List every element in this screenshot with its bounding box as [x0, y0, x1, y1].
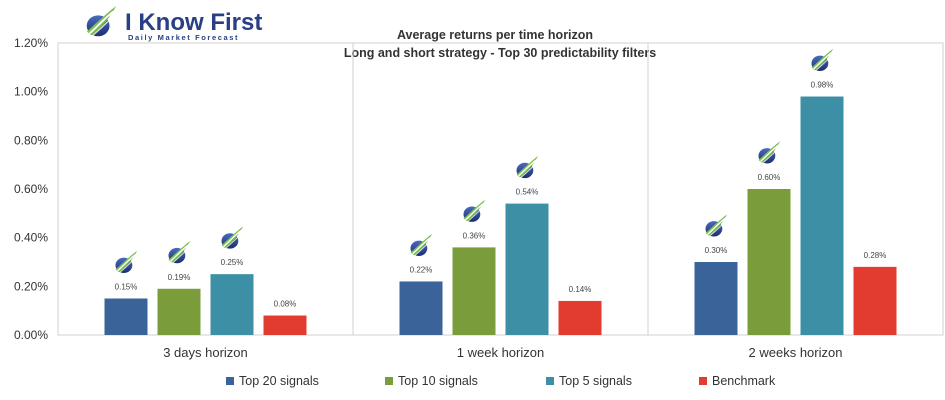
legend-item: Top 20 signals	[226, 374, 319, 388]
legend-swatch	[699, 377, 707, 385]
bar	[104, 298, 148, 335]
legend-label: Benchmark	[712, 374, 776, 388]
x-category-label: 2 weeks horizon	[749, 345, 843, 360]
bar	[210, 274, 254, 335]
x-category-label: 1 week horizon	[457, 345, 544, 360]
data-label: 0.25%	[221, 258, 244, 267]
bar	[399, 281, 443, 335]
bar-logo-icon	[409, 232, 433, 257]
bar	[263, 315, 307, 335]
chart-subtitle: Long and short strategy - Top 30 predict…	[344, 46, 656, 60]
legend-label: Top 5 signals	[559, 374, 632, 388]
legend-swatch	[546, 377, 554, 385]
bar-logo-icon	[757, 140, 781, 165]
legend-swatch	[385, 377, 393, 385]
data-label: 0.14%	[569, 285, 592, 294]
bar-logo-icon	[462, 198, 486, 223]
grid	[57, 42, 944, 336]
legend-label: Top 10 signals	[398, 374, 478, 388]
y-tick-label: 0.60%	[14, 182, 48, 196]
y-tick-label: 0.80%	[14, 133, 48, 147]
data-label: 0.36%	[463, 231, 486, 240]
data-labels: 0.15% 0.19% 0.25% 0.08% 0.22% 0.36% 0.54% 0.14%…	[115, 81, 887, 309]
bar	[694, 262, 738, 335]
x-category-label: 3 days horizon	[163, 345, 248, 360]
brand-name: I Know First	[125, 9, 262, 36]
legend-swatch	[226, 377, 234, 385]
bar	[747, 189, 791, 335]
y-tick-label: 1.20%	[14, 36, 48, 50]
bar	[853, 266, 897, 335]
brand-tagline: Daily Market Forecast	[128, 33, 239, 42]
bar	[452, 247, 496, 335]
data-label: 0.28%	[864, 251, 887, 260]
bar-logo-icon	[220, 225, 244, 250]
bar-logo-icon	[810, 47, 834, 72]
x-axis: 3 days horizon 1 week horizon 2 weeks hori…	[163, 345, 842, 360]
legend-item: Top 10 signals	[385, 374, 478, 388]
legend-item: Benchmark	[699, 374, 776, 388]
legend-label: Top 20 signals	[239, 374, 319, 388]
data-label: 0.08%	[274, 300, 297, 309]
data-label: 0.15%	[115, 283, 138, 292]
y-tick-label: 0.00%	[14, 328, 48, 342]
bar	[558, 300, 602, 335]
data-label: 0.98%	[811, 81, 834, 90]
y-tick-label: 0.20%	[14, 279, 48, 293]
data-label: 0.54%	[516, 188, 539, 197]
data-label: 0.30%	[705, 246, 728, 255]
plot-frame	[57, 42, 944, 336]
data-label: 0.60%	[758, 173, 781, 182]
bar	[800, 96, 844, 336]
brand-logo: I Know First Daily Market Forecast	[85, 4, 262, 42]
legend-item: Top 5 signals	[546, 374, 632, 388]
bar-logo-icon	[515, 155, 539, 179]
bar-logo-icon	[704, 213, 728, 238]
bar-logo-icon	[167, 240, 191, 264]
y-tick-label: 1.00%	[14, 85, 48, 99]
chart-title: Average returns per time horizon	[397, 28, 593, 42]
bar	[157, 288, 201, 335]
bar-logo-icon	[114, 249, 138, 274]
y-axis: 0.00% 0.20% 0.40% 0.60% 0.80% 1.00% 1.20%	[14, 36, 48, 342]
legend: Top 20 signals Top 10 signals Top 5 signal…	[226, 374, 776, 388]
brand-logo-icon	[85, 4, 118, 38]
y-tick-label: 0.40%	[14, 231, 48, 245]
bars	[104, 96, 897, 336]
data-label: 0.22%	[410, 265, 433, 274]
bar	[505, 203, 549, 335]
data-label: 0.19%	[168, 273, 191, 282]
